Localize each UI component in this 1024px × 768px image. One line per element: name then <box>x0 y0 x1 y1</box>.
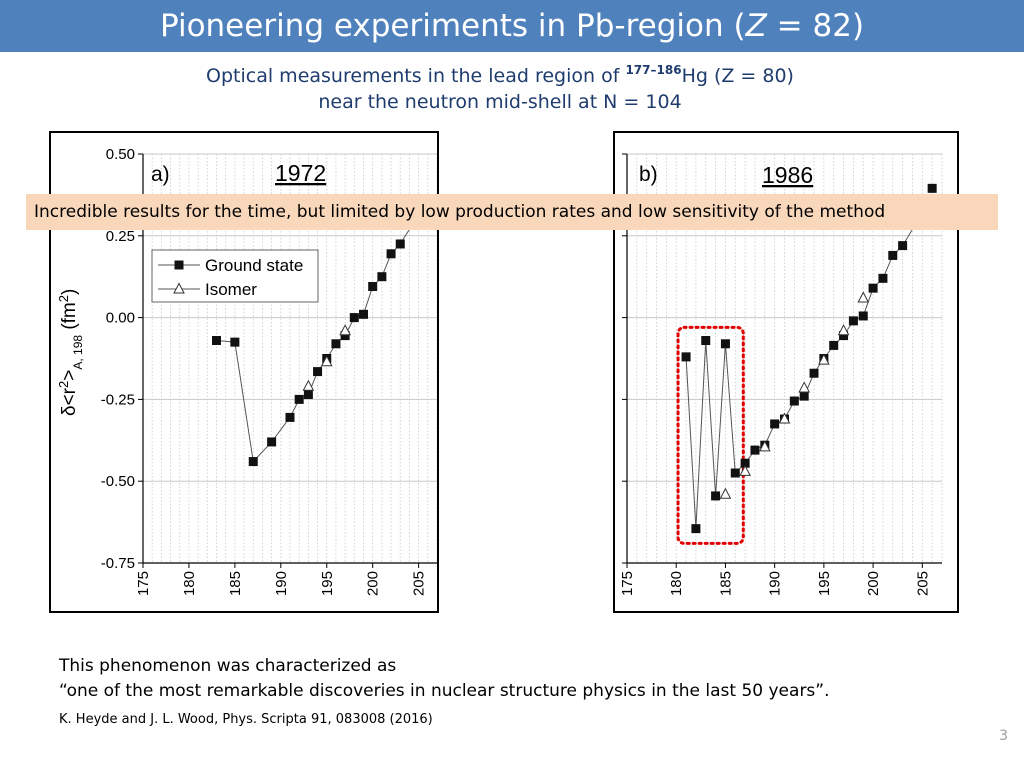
chart-b-ground-state-point <box>848 316 858 326</box>
chart-b-ground-state-point <box>888 250 898 260</box>
chart-b-ground-state-point <box>681 352 691 362</box>
chart-b-ground-state-point <box>740 458 750 468</box>
reference-citation: K. Heyde and J. L. Wood, Phys. Scripta 9… <box>59 712 433 727</box>
chart-a-legend-ground-state: Ground state <box>205 256 303 275</box>
chart-b-isomer-point <box>818 353 830 365</box>
body-text-line1: This phenomenon was characterized as <box>59 656 397 676</box>
chart-a-ground-state-point <box>285 412 295 422</box>
chart-a-grid <box>143 153 438 564</box>
chart-b-x-tick-label: 175 <box>619 571 636 596</box>
chart-b-x-tick-label: 205 <box>914 571 931 596</box>
chart-b-isomer-point <box>739 464 751 476</box>
chart-a-x-tick-label: 180 <box>181 571 198 596</box>
chart-b-isomer-point <box>778 412 791 424</box>
chart-a-svg: 175 180 185 190 195 200 205 0.50 0.25 0.00 -0.25 -0… <box>56 146 438 596</box>
chart-b-isomer-point <box>758 440 771 452</box>
chart-b-ground-state-point <box>701 336 711 346</box>
body-text-line2: “one of the most remarkable discoveries … <box>59 681 830 701</box>
chart-b-ground-state-point <box>809 368 819 378</box>
chart-b-ground-state-point <box>868 283 878 293</box>
subtitle-suffix: Hg (Z = 80) <box>681 65 794 87</box>
chart-b-x-tick-label: 185 <box>717 571 734 596</box>
chart-a-ground-state-point <box>349 313 359 323</box>
note-banner: Incredible results for the time, but lim… <box>26 194 998 230</box>
chart-a-legend-triangle <box>173 282 185 294</box>
chart-b-x-tick-label: 200 <box>865 571 882 596</box>
chart-a-x-tick-label: 195 <box>319 571 336 596</box>
chart-a-x-tick-label: 200 <box>365 571 382 596</box>
chart-a-y-tick-label: 0.00 <box>106 310 135 327</box>
subtitle-line2: near the neutron mid-shell at N = 104 <box>318 91 682 113</box>
chart-b-ground-state-point <box>770 419 780 429</box>
chart-b-x-tick-label: 180 <box>668 571 685 596</box>
chart-b-panel-label: b) <box>639 163 658 186</box>
chart-a-y-tick-label: 0.25 <box>106 228 135 245</box>
chart-a-ground-state-point <box>395 239 405 249</box>
chart-b-year-label: 1986 <box>762 162 813 188</box>
chart-a-x-tick-label: 185 <box>227 571 244 596</box>
subtitle-line1: Optical measurements in the lead region … <box>0 63 1000 87</box>
chart-a-isomer-point <box>339 324 351 336</box>
chart-b-x-tick-label: 195 <box>816 571 833 596</box>
title-bar: Pioneering experiments in Pb-region (Z =… <box>0 0 1024 52</box>
chart-a-y-tick-label: -0.75 <box>101 555 135 572</box>
title-variable: Z <box>745 8 767 44</box>
chart-a-ground-state-point <box>230 337 240 347</box>
chart-b-svg: 175 180 185 190 195 200 205 b) 1986 <box>619 153 943 596</box>
chart-a-ground-state-point <box>377 272 387 282</box>
chart-a-y-axis-title: δ<r2>A, 198 (fm2) <box>56 289 86 416</box>
chart-a-ground-state-point <box>368 282 378 292</box>
chart-a-ground-state-point <box>294 394 304 404</box>
chart-b-ground-state-point <box>839 331 849 341</box>
chart-a-year-label: 1972 <box>275 160 326 186</box>
slide-title: Pioneering experiments in Pb-region (Z =… <box>0 4 1024 48</box>
subtitle-prefix: Optical measurements in the lead region … <box>206 65 626 87</box>
chart-b-ground-state-point <box>927 183 937 193</box>
chart-b-isomer-point <box>857 291 870 303</box>
chart-a-ground-state-point <box>313 367 323 377</box>
chart-a-x-tick-label: 190 <box>273 571 290 596</box>
chart-b-highlight-box <box>676 325 745 545</box>
chart-a-ground-state-point <box>248 457 258 467</box>
chart-b-x-tick-label: 190 <box>767 571 784 596</box>
chart-b-ground-state-point <box>898 241 908 251</box>
chart-b-ground-state-point <box>878 273 888 283</box>
chart-b-ground-state-point <box>711 491 721 501</box>
chart-b-ground-state-point <box>858 311 868 321</box>
chart-b-ground-state-point <box>829 340 839 350</box>
chart-a-ground-state-point <box>340 331 350 341</box>
chart-a-panel-label: a) <box>151 163 170 186</box>
chart-b-isomer-point <box>837 324 850 336</box>
chart-a-ground-state-point <box>359 309 368 319</box>
chart-b-ground-state-point <box>720 339 730 349</box>
chart-b-ground-state-point <box>789 396 799 406</box>
chart-a-y-tick-label: -0.25 <box>101 391 135 408</box>
chart-a-y-tick-label: -0.50 <box>101 473 135 490</box>
page-number: 3 <box>999 728 1008 744</box>
chart-a-x-tick-label: 175 <box>135 571 152 596</box>
chart-a-legend-square <box>174 260 184 270</box>
chart-a-legend: Ground state Isomer <box>151 249 319 303</box>
title-prefix: Pioneering experiments in Pb-region ( <box>159 8 746 44</box>
chart-b-isomer-point <box>719 487 732 499</box>
chart-b-ground-state-point <box>691 524 701 534</box>
title-suffix: = 82) <box>766 8 865 44</box>
chart-a-y-tick-label: 0.50 <box>106 146 135 163</box>
chart-a-legend-isomer: Isomer <box>205 280 257 299</box>
chart-b-grid <box>627 153 943 564</box>
chart-a-ground-state-point <box>212 336 221 346</box>
chart-b-ground-state-point <box>750 445 760 455</box>
chart-a-ground-state-point <box>386 249 396 259</box>
mass-range: 177–186 <box>625 63 682 77</box>
chart-a-ground-state-point <box>331 339 341 349</box>
chart-a-ground-state-point <box>303 389 313 399</box>
chart-b-ground-state-point <box>730 468 740 478</box>
chart-a-ground-state-point <box>267 437 277 447</box>
chart-a-isomer-point <box>302 379 315 391</box>
chart-b-ground-state-point <box>799 391 809 401</box>
chart-a-isomer-point <box>320 355 333 367</box>
chart-a-x-tick-label: 205 <box>411 571 428 596</box>
chart-b-isomer-point <box>798 381 811 393</box>
